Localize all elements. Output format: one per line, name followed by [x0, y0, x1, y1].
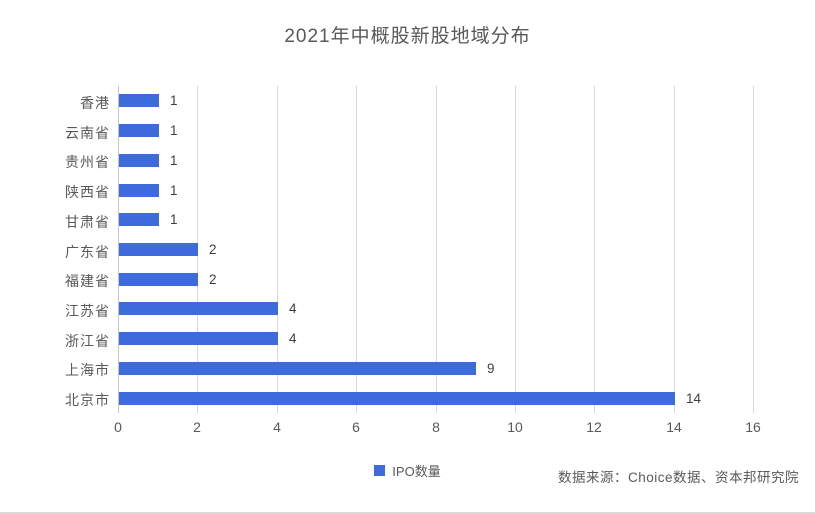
y-axis-category-label: 香港	[80, 95, 110, 111]
bar-value-label: 14	[686, 391, 702, 406]
y-axis-category-label: 陕西省	[65, 184, 110, 200]
bar-甘肃省	[119, 213, 159, 226]
bar-value-label: 2	[209, 242, 217, 257]
y-axis-category-label: 上海市	[65, 362, 110, 378]
bar-value-label: 1	[170, 212, 178, 227]
bar-value-label: 1	[170, 153, 178, 168]
bar-value-label: 2	[209, 272, 217, 287]
bar-北京市	[119, 392, 675, 405]
gridline	[594, 86, 595, 413]
bar-贵州省	[119, 154, 159, 167]
x-axis-tick-label: 14	[666, 419, 682, 435]
chart-legend: IPO数量	[0, 461, 815, 480]
bar-value-label: 9	[487, 361, 495, 376]
y-axis-category-label: 浙江省	[65, 333, 110, 349]
x-axis-tick-label: 4	[273, 419, 281, 435]
x-axis-tick-label: 0	[114, 419, 122, 435]
x-axis-tick-label: 8	[432, 419, 440, 435]
x-axis-tick-label: 12	[586, 419, 602, 435]
gridline	[277, 86, 278, 413]
x-axis-tick-label: 10	[507, 419, 523, 435]
bar-value-label: 1	[170, 93, 178, 108]
y-axis-category-label: 福建省	[65, 273, 110, 289]
bar-陕西省	[119, 184, 159, 197]
bar-value-label: 4	[289, 301, 297, 316]
legend-label: IPO数量	[392, 464, 441, 479]
bar-广东省	[119, 243, 198, 256]
y-axis-category-label: 北京市	[65, 392, 110, 408]
bar-value-label: 4	[289, 331, 297, 346]
bar-value-label: 1	[170, 123, 178, 138]
y-axis-category-label: 江苏省	[65, 303, 110, 319]
gridline	[674, 86, 675, 413]
y-axis-category-label: 云南省	[65, 125, 110, 141]
y-axis-category-label: 贵州省	[65, 154, 110, 170]
x-axis-tick-label: 6	[352, 419, 360, 435]
bar-浙江省	[119, 332, 278, 345]
gridline	[436, 86, 437, 413]
bar-value-label: 1	[170, 183, 178, 198]
bar-云南省	[119, 124, 159, 137]
bar-江苏省	[119, 302, 278, 315]
chart-title: 2021年中概股新股地域分布	[284, 26, 531, 47]
y-axis-category-label: 广东省	[65, 244, 110, 260]
source-note: 数据来源：Choice数据、资本邦研究院	[557, 470, 799, 485]
gridline	[356, 86, 357, 413]
gridline	[753, 86, 754, 413]
y-axis-line	[118, 86, 119, 413]
y-axis-category-label: 甘肃省	[65, 214, 110, 230]
legend-swatch-icon	[374, 465, 386, 476]
x-axis-tick-label: 2	[193, 419, 201, 435]
bar-福建省	[119, 273, 198, 286]
bar-上海市	[119, 362, 476, 375]
x-axis-tick-label: 16	[745, 419, 761, 435]
bar-香港	[119, 94, 159, 107]
gridline	[515, 86, 516, 413]
